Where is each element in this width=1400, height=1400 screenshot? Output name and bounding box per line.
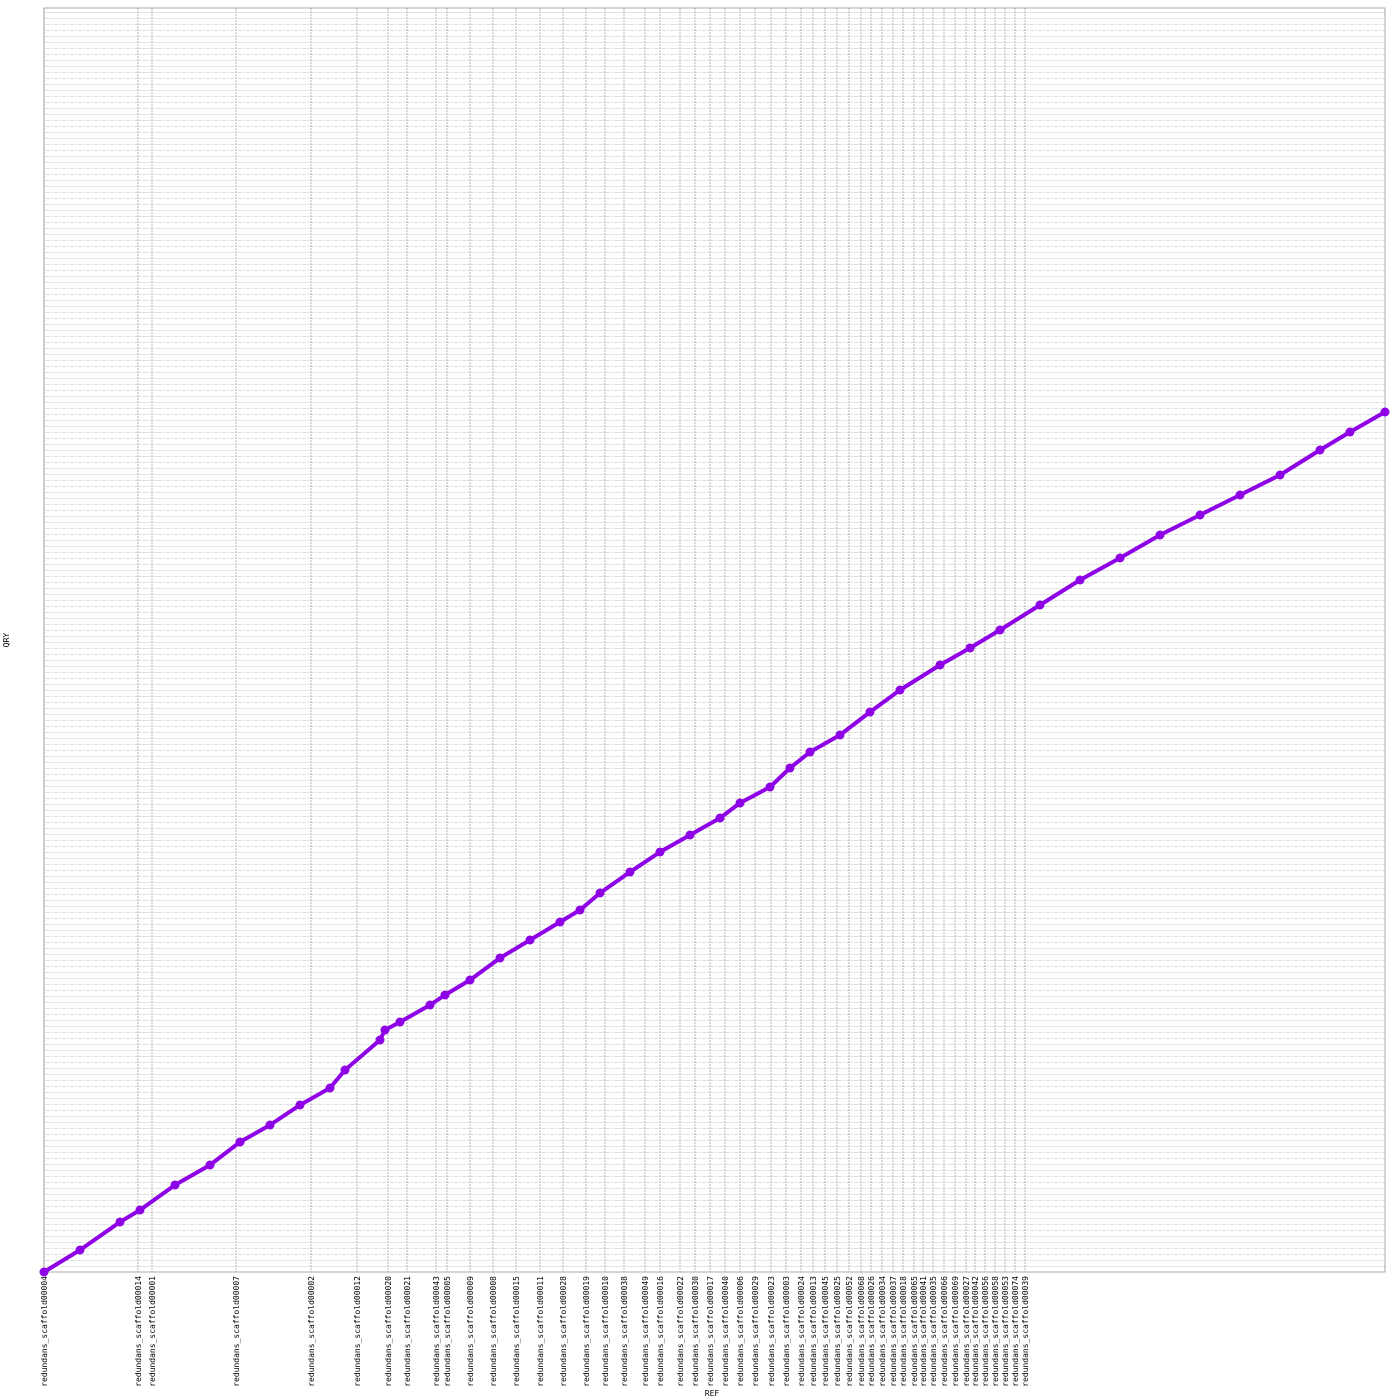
x-tick-label: redundans_scaffold00012: [353, 1276, 362, 1387]
alignment-segment: [1278, 448, 1322, 477]
row-grid: [44, 8, 1385, 1272]
x-tick-label: redundans_scaffold00028: [559, 1276, 568, 1387]
alignment-segment: [868, 688, 902, 714]
x-tick-label: redundans_scaffold00007: [232, 1276, 241, 1387]
x-tick-label: redundans_scaffold00052: [845, 1276, 854, 1387]
x-tick-label: redundans_scaffold00020: [384, 1276, 393, 1387]
alignment-segment: [689, 816, 721, 837]
alignment-segment: [1318, 430, 1352, 452]
alignment-segment: [498, 938, 532, 960]
x-tick-label: redundans_scaffold00024: [797, 1276, 806, 1387]
x-tick-label: redundans_scaffold00006: [736, 1276, 745, 1387]
x-tick-label: redundans_scaffold00019: [582, 1276, 591, 1387]
x-tick-label: redundans_scaffold00056: [981, 1276, 990, 1387]
alignment-segment: [528, 920, 562, 942]
x-tick-label: redundans_scaffold00010: [601, 1276, 610, 1387]
x-tick-label: redundans_scaffold00029: [751, 1276, 760, 1387]
alignment-segment: [598, 870, 632, 895]
x-tick-label: redundans_scaffold00045: [821, 1276, 830, 1387]
alignment-segment: [1239, 473, 1281, 497]
x-tick-label: redundans_scaffold00043: [432, 1276, 441, 1387]
alignment-segment: [939, 646, 971, 667]
alignment-segment: [239, 1123, 271, 1144]
alignment-point: [1380, 407, 1390, 417]
alignment-segment: [838, 710, 872, 737]
x-tick-label: redundans_scaffold00049: [641, 1276, 650, 1387]
alignment-segment: [1038, 578, 1082, 607]
x-tick-label: redundans_scaffold00065: [910, 1276, 919, 1387]
x-tick-label: redundans_scaffold00001: [148, 1276, 157, 1387]
alignment-segment: [42, 1248, 82, 1274]
x-tick-label: redundans_scaffold00011: [536, 1276, 545, 1387]
alignment-segment: [268, 1103, 302, 1127]
x-tick-label: redundans_scaffold00040: [721, 1276, 730, 1387]
x-tick-label: redundans_scaffold00042: [971, 1276, 980, 1387]
alignment-segment: [998, 603, 1042, 632]
x-tick-label: redundans_scaffold00023: [767, 1276, 776, 1387]
x-tick-label: redundans_scaffold00026: [867, 1276, 876, 1387]
alignment-segment: [1079, 556, 1121, 582]
x-tick-label: redundans_scaffold00074: [1011, 1276, 1020, 1387]
x-tick-label: redundans_scaffold00016: [656, 1276, 665, 1387]
x-tick-label: redundans_scaffold00004: [40, 1276, 49, 1387]
x-tick-label: redundans_scaffold00022: [676, 1276, 685, 1387]
alignment-segment: [343, 1038, 382, 1072]
plot-frame: [43, 7, 1386, 1273]
x-tick-label: redundans_scaffold00005: [443, 1276, 452, 1387]
x-tick-label: redundans_scaffold00021: [403, 1276, 412, 1387]
alignment-segment: [659, 833, 691, 854]
alignment-segment: [898, 663, 942, 692]
alignment-segment: [174, 1163, 211, 1187]
x-tick-label: redundans_scaffold00008: [489, 1276, 498, 1387]
alignment-segment: [443, 978, 472, 997]
x-tick-label: redundans_scaffold00003: [782, 1276, 791, 1387]
x-tick-label: redundans_scaffold00069: [951, 1276, 960, 1387]
x-tick-label: redundans_scaffold00030: [691, 1276, 700, 1387]
alignment-segment: [739, 785, 771, 805]
alignment-segment: [628, 850, 662, 874]
x-tick-label: redundans_scaffold00058: [991, 1276, 1000, 1387]
alignment-segment: [1159, 513, 1201, 537]
x-tick-label: redundans_scaffold00039: [1021, 1276, 1030, 1387]
y-axis-label: QRY: [2, 633, 11, 648]
alignment-segment: [968, 628, 1002, 650]
alignment-segment: [1349, 410, 1386, 434]
x-tick-label: redundans_scaffold00013: [809, 1276, 818, 1387]
x-tick-label: redundans_scaffold00002: [307, 1276, 316, 1387]
x-tick-label: redundans_scaffold00035: [929, 1276, 938, 1387]
x-tick-label: redundans_scaffold00014: [134, 1276, 143, 1387]
alignment-segment: [299, 1086, 331, 1107]
x-tick-label: redundans_scaffold00015: [512, 1276, 521, 1387]
alignment-segment: [809, 733, 841, 754]
alignment-segment: [768, 766, 792, 789]
x-tick-label: redundans_scaffold00034: [878, 1276, 887, 1387]
alignment-segment: [138, 1183, 177, 1212]
x-tick-label: redundans_scaffold00068: [857, 1276, 866, 1387]
x-tick-label: redundans_scaffold00017: [706, 1276, 715, 1387]
alignment-segment: [1119, 533, 1161, 560]
alignment-segment: [1199, 493, 1241, 517]
alignment-segment: [208, 1140, 242, 1167]
x-tick-label: redundans_scaffold00037: [889, 1276, 898, 1387]
x-tick-label: redundans_scaffold00053: [1001, 1276, 1010, 1387]
alignment-segment: [399, 1003, 431, 1024]
x-tick-label: redundans_scaffold00025: [833, 1276, 842, 1387]
alignment-segment: [468, 956, 502, 982]
x-tick-label: redundans_scaffold00027: [962, 1276, 971, 1387]
x-tick-label: redundans_scaffold00066: [940, 1276, 949, 1387]
x-tick-label: redundans_scaffold00041: [919, 1276, 928, 1387]
x-tick-label: redundans_scaffold00038: [620, 1276, 629, 1387]
alignment-segment: [78, 1220, 122, 1252]
x-tick-label: redundans_scaffold00009: [466, 1276, 475, 1387]
x-tick-label: redundans_scaffold00018: [899, 1276, 908, 1387]
x-axis-label: REF: [705, 1389, 720, 1398]
